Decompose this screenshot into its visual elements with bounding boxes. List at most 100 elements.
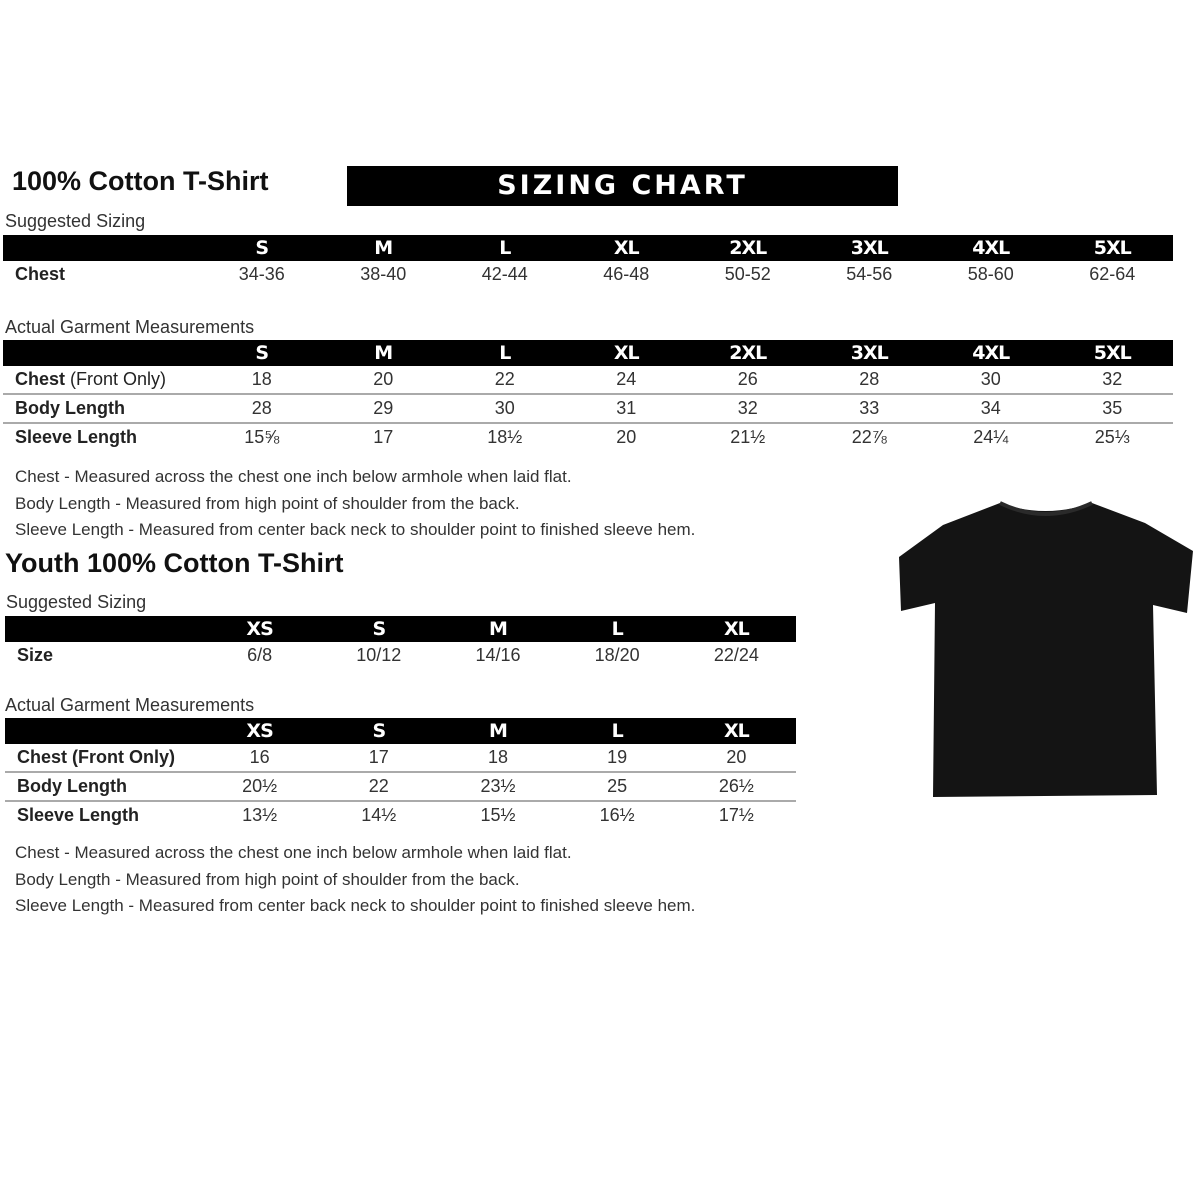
table-cell: 22⅞ bbox=[851, 427, 887, 447]
table-cell: 25 bbox=[557, 772, 677, 802]
table-cell: 35 bbox=[1051, 394, 1173, 424]
table-cell: 15⅝ bbox=[244, 427, 280, 447]
size-header: 2XL bbox=[687, 340, 809, 366]
row-label: Body Length bbox=[3, 394, 201, 424]
size-header: L bbox=[444, 235, 566, 261]
table-row: Chest 34-36 38-40 42-44 46-48 50-52 54-56 58-60… bbox=[3, 261, 1173, 288]
note: Body Length - Measured from high point o… bbox=[15, 493, 520, 513]
table-cell: 29 bbox=[322, 394, 444, 424]
table-cell: 18/20 bbox=[594, 645, 640, 665]
table-cell: 20 bbox=[322, 366, 444, 395]
table-cell: 19 bbox=[557, 744, 677, 773]
note: Sleeve Length - Measured from center bac… bbox=[15, 520, 696, 539]
youth-suggested-label: Suggested Sizing bbox=[6, 592, 147, 612]
size-header: XL bbox=[676, 616, 796, 642]
table-cell: 16 bbox=[200, 744, 320, 773]
size-header: S bbox=[319, 718, 439, 744]
table-cell: 26½ bbox=[676, 772, 796, 802]
size-header: L bbox=[557, 616, 677, 642]
size-header: M bbox=[322, 340, 444, 366]
table-cell: 32 bbox=[687, 394, 809, 424]
table-cell: 30 bbox=[444, 394, 566, 424]
table-row: Body Length 20½ 22 23½ 25 26½ bbox=[5, 772, 796, 802]
table-cell: 18 bbox=[438, 744, 558, 773]
table-cell: 46-48 bbox=[603, 264, 650, 284]
size-header: XS bbox=[200, 616, 320, 642]
size-header: S bbox=[201, 235, 323, 261]
table-row: Body Length 28 29 30 31 32 33 34 35 bbox=[3, 394, 1173, 424]
size-header: XL bbox=[565, 340, 687, 366]
table-cell: 26 bbox=[687, 366, 809, 395]
adult-suggested-label: Suggested Sizing bbox=[5, 211, 146, 231]
row-label: Sleeve Length bbox=[15, 427, 138, 447]
table-cell: 34 bbox=[930, 394, 1052, 424]
table-cell: 58-60 bbox=[967, 264, 1014, 284]
table-cell: 20 bbox=[616, 427, 637, 447]
table-cell: 22 bbox=[444, 366, 566, 395]
size-header: XL bbox=[565, 235, 687, 261]
table-cell: 14/16 bbox=[475, 645, 521, 665]
size-header: S bbox=[201, 340, 323, 366]
table-cell: 42-44 bbox=[481, 264, 528, 284]
table-cell: 50-52 bbox=[724, 264, 771, 284]
sizing-chart-banner: SIZING CHART bbox=[347, 166, 898, 206]
note: Chest - Measured across the chest one in… bbox=[15, 467, 572, 486]
size-header-row: S M L XL 2XL 3XL 4XL 5XL bbox=[3, 340, 1173, 366]
table-cell: 20 bbox=[676, 744, 796, 773]
note: Sleeve Length - Measured from center bac… bbox=[15, 896, 696, 915]
size-header: M bbox=[438, 616, 558, 642]
adult-actual-table: S M L XL 2XL 3XL 4XL 5XL Chest (Front Only) 18 20 2… bbox=[3, 340, 1173, 451]
table-cell: 15½ bbox=[480, 805, 516, 825]
table-cell: 16½ bbox=[599, 805, 635, 825]
table-row: Chest (Front Only) 18 20 22 24 26 28 30 32 bbox=[3, 366, 1173, 395]
table-cell: 22/24 bbox=[713, 645, 759, 665]
youth-actual-table: XS S M L XL Chest (Front Only) 16 17 18 19 20 Body … bbox=[5, 718, 796, 829]
youth-notes: Chest - Measured across the chest one in… bbox=[15, 840, 695, 920]
row-label: Chest bbox=[15, 264, 66, 284]
size-header: XL bbox=[676, 718, 796, 744]
size-header: XS bbox=[200, 718, 320, 744]
table-cell: 14½ bbox=[361, 805, 397, 825]
table-cell: 24 bbox=[565, 366, 687, 395]
table-cell: 18½ bbox=[487, 427, 523, 447]
size-header: 5XL bbox=[1051, 340, 1173, 366]
youth-suggested-table: XS S M L XL Size 6/8 10/12 14/16 18/20 22/24 bbox=[5, 616, 796, 669]
table-cell: 6/8 bbox=[247, 645, 273, 665]
table-cell: 22 bbox=[319, 772, 439, 802]
table-cell: 17 bbox=[373, 427, 394, 447]
table-cell: 34-36 bbox=[238, 264, 285, 284]
table-cell: 38-40 bbox=[360, 264, 407, 284]
table-cell: 28 bbox=[201, 394, 323, 424]
table-cell: 33 bbox=[808, 394, 930, 424]
size-header: 5XL bbox=[1051, 235, 1173, 261]
youth-title: Youth 100% Cotton T-Shirt bbox=[5, 548, 344, 578]
table-cell: 32 bbox=[1051, 366, 1173, 395]
table-cell: 28 bbox=[808, 366, 930, 395]
table-row: Chest (Front Only) 16 17 18 19 20 bbox=[5, 744, 796, 773]
table-cell: 31 bbox=[565, 394, 687, 424]
table-cell: 20½ bbox=[200, 772, 320, 802]
size-header-row: XS S M L XL bbox=[5, 616, 796, 642]
table-cell: 18 bbox=[201, 366, 323, 395]
size-header: 3XL bbox=[808, 340, 930, 366]
table-row: Size 6/8 10/12 14/16 18/20 22/24 bbox=[5, 642, 796, 669]
table-cell: 17½ bbox=[718, 805, 754, 825]
adult-actual-label: Actual Garment Measurements bbox=[5, 317, 255, 337]
size-header-row: S M L XL 2XL 3XL 4XL 5XL bbox=[3, 235, 1173, 261]
adult-suggested-table: S M L XL 2XL 3XL 4XL 5XL Chest 34-36 38-40 42-44 46-… bbox=[3, 235, 1173, 288]
size-header: 4XL bbox=[930, 235, 1052, 261]
row-label: Body Length bbox=[5, 772, 200, 802]
table-cell: 24¼ bbox=[973, 427, 1009, 447]
table-cell: 25⅓ bbox=[1094, 427, 1130, 447]
table-cell: 21½ bbox=[730, 427, 766, 447]
row-label: Chest (Front Only) bbox=[3, 366, 201, 395]
size-header: L bbox=[444, 340, 566, 366]
note: Chest - Measured across the chest one in… bbox=[15, 843, 572, 862]
row-label: Size bbox=[17, 645, 54, 665]
table-cell: 62-64 bbox=[1089, 264, 1136, 284]
table-row: Sleeve Length 13½ 14½ 15½ 16½ 17½ bbox=[5, 801, 796, 829]
table-cell: 23½ bbox=[438, 772, 558, 802]
adult-notes: Chest - Measured across the chest one in… bbox=[15, 464, 695, 544]
tshirt-icon bbox=[899, 501, 1193, 797]
size-header: 3XL bbox=[808, 235, 930, 261]
